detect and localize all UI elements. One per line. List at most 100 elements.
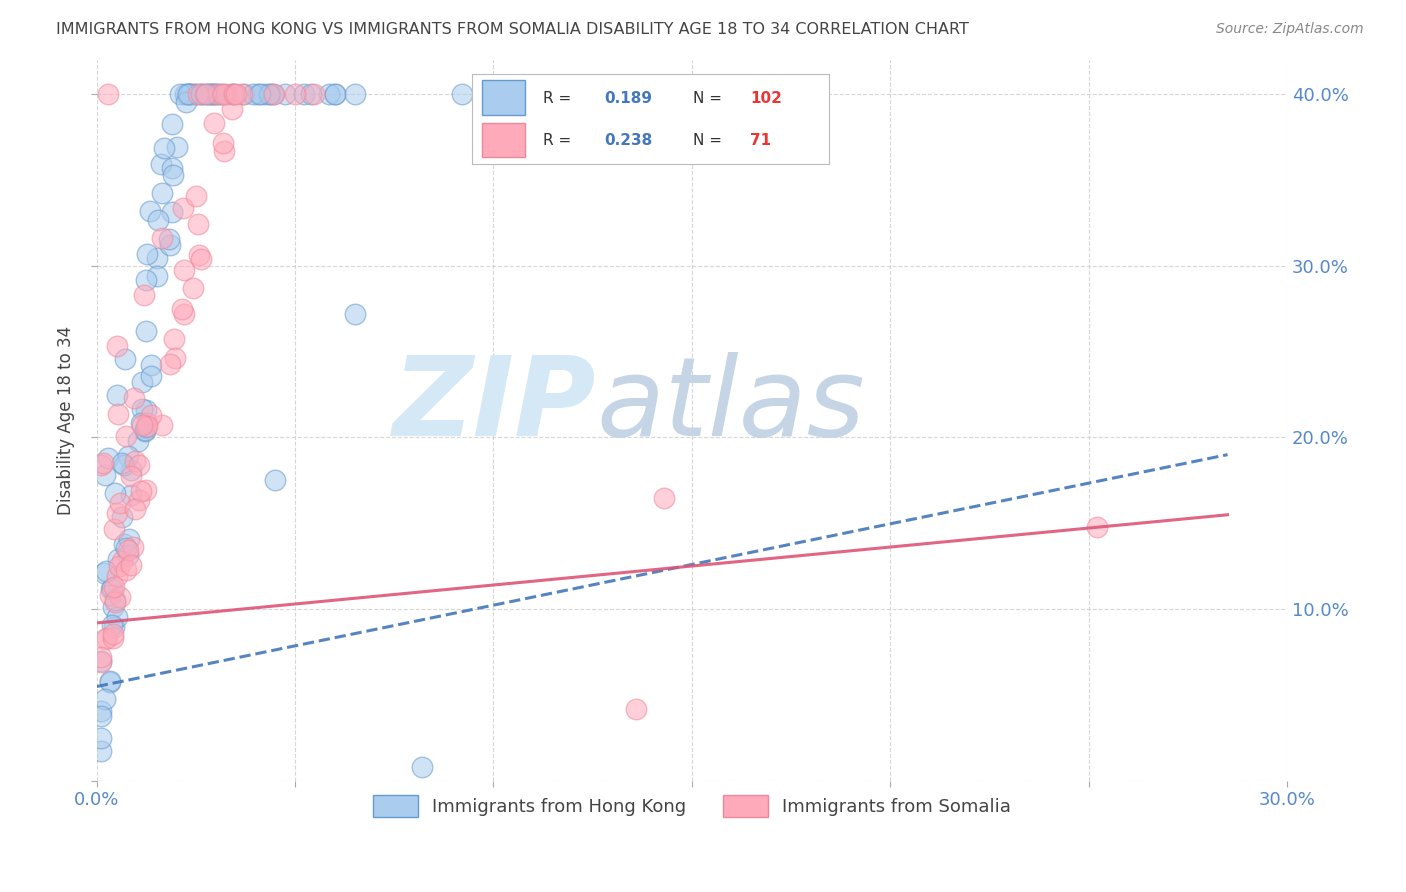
Point — [221, 87, 243, 101]
Point — [259, 87, 281, 101]
Point — [103, 631, 125, 645]
Point — [179, 87, 201, 101]
Point — [103, 523, 125, 537]
Point — [120, 469, 142, 483]
Point — [114, 429, 136, 443]
Point — [190, 252, 212, 266]
Point — [98, 588, 121, 602]
Point — [204, 87, 226, 101]
Point — [344, 87, 367, 101]
Point — [93, 467, 115, 482]
Point — [173, 307, 195, 321]
Point — [174, 87, 197, 101]
Point — [163, 332, 186, 346]
Point — [145, 269, 167, 284]
Point — [101, 618, 124, 632]
Point — [107, 551, 129, 566]
Point — [200, 87, 222, 101]
Point — [188, 248, 211, 262]
Text: atlas: atlas — [596, 352, 865, 459]
Point — [179, 87, 201, 101]
Point — [139, 408, 162, 422]
Point — [198, 87, 221, 101]
Point — [111, 509, 134, 524]
Point — [212, 136, 235, 150]
Point — [162, 168, 184, 182]
Point — [146, 212, 169, 227]
Point — [105, 569, 128, 583]
Point — [118, 533, 141, 547]
Point — [205, 87, 228, 101]
Point — [177, 87, 200, 101]
Point — [207, 87, 229, 101]
Point — [112, 537, 135, 551]
Point — [176, 87, 198, 101]
Point — [172, 301, 194, 316]
Point — [90, 731, 112, 746]
Point — [145, 252, 167, 266]
Point — [134, 424, 156, 438]
Point — [172, 202, 194, 216]
Point — [187, 87, 209, 101]
Point — [166, 140, 188, 154]
Legend: Immigrants from Hong Kong, Immigrants from Somalia: Immigrants from Hong Kong, Immigrants fr… — [364, 786, 1021, 826]
Point — [169, 87, 191, 101]
Point — [253, 87, 276, 101]
Point — [100, 581, 122, 595]
Point — [90, 744, 112, 758]
Point — [111, 456, 134, 470]
Point — [135, 483, 157, 497]
Point — [194, 87, 217, 101]
Point — [274, 87, 297, 101]
Point — [96, 564, 118, 578]
Point — [124, 391, 146, 405]
Point — [181, 281, 204, 295]
Point — [150, 231, 173, 245]
Text: ZIP: ZIP — [394, 352, 596, 459]
Point — [302, 87, 325, 101]
Point — [90, 704, 112, 718]
Point — [150, 186, 173, 200]
Text: IMMIGRANTS FROM HONG KONG VS IMMIGRANTS FROM SOMALIA DISABILITY AGE 18 TO 34 COR: IMMIGRANTS FROM HONG KONG VS IMMIGRANTS … — [56, 22, 969, 37]
Point — [120, 558, 142, 573]
Point — [323, 87, 346, 101]
Point — [211, 87, 233, 101]
Point — [292, 87, 315, 101]
Point — [124, 454, 146, 468]
Point — [103, 627, 125, 641]
Point — [121, 541, 143, 555]
Point — [127, 434, 149, 448]
Point — [325, 87, 347, 101]
Point — [98, 674, 121, 689]
Point — [112, 458, 135, 473]
Point — [224, 87, 246, 101]
Point — [103, 620, 125, 634]
Point — [242, 87, 264, 101]
Point — [134, 423, 156, 437]
Point — [411, 760, 433, 774]
Point — [451, 87, 474, 101]
Y-axis label: Disability Age 18 to 34: Disability Age 18 to 34 — [58, 326, 75, 515]
Text: Source: ZipAtlas.com: Source: ZipAtlas.com — [1216, 22, 1364, 37]
Point — [197, 87, 219, 101]
Point — [129, 483, 152, 498]
Point — [117, 449, 139, 463]
Point — [128, 458, 150, 473]
Point — [204, 87, 226, 101]
Point — [157, 232, 180, 246]
Point — [249, 87, 271, 101]
Point — [131, 417, 153, 432]
Point — [246, 87, 269, 101]
Point — [101, 600, 124, 615]
Point — [150, 157, 173, 171]
Point — [222, 87, 245, 101]
Point — [108, 496, 131, 510]
Point — [117, 542, 139, 557]
Point — [153, 140, 176, 154]
Point — [159, 357, 181, 371]
Point — [202, 116, 225, 130]
Point — [162, 161, 184, 175]
Point — [221, 102, 243, 116]
Point — [135, 246, 157, 260]
Point — [96, 632, 118, 646]
